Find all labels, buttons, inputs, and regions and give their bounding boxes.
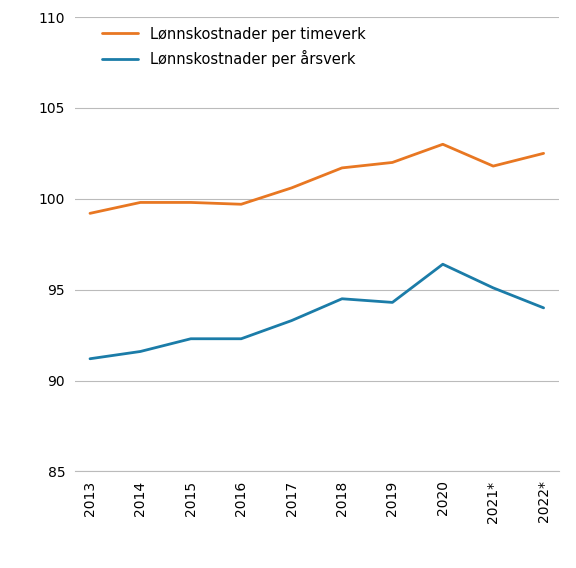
Legend: Lønnskostnader per timeverk, Lønnskostnader per årsverk: Lønnskostnader per timeverk, Lønnskostna…: [101, 27, 365, 68]
Lønnskostnader per timeverk: [439, 141, 446, 148]
Line: Lønnskostnader per årsverk: Lønnskostnader per årsverk: [90, 264, 544, 359]
Lønnskostnader per årsverk: [540, 304, 547, 311]
Lønnskostnader per årsverk: [490, 285, 497, 291]
Lønnskostnader per årsverk: [238, 335, 245, 342]
Lønnskostnader per timeverk: [490, 162, 497, 169]
Lønnskostnader per timeverk: [339, 165, 346, 172]
Line: Lønnskostnader per timeverk: Lønnskostnader per timeverk: [90, 144, 544, 214]
Lønnskostnader per årsverk: [439, 261, 446, 268]
Lønnskostnader per timeverk: [389, 159, 396, 166]
Lønnskostnader per årsverk: [288, 317, 295, 324]
Lønnskostnader per årsverk: [187, 335, 194, 342]
Lønnskostnader per årsverk: [339, 295, 346, 302]
Lønnskostnader per timeverk: [137, 199, 144, 206]
Lønnskostnader per timeverk: [540, 150, 547, 157]
Lønnskostnader per årsverk: [389, 299, 396, 306]
Lønnskostnader per timeverk: [238, 201, 245, 208]
Lønnskostnader per timeverk: [86, 210, 93, 217]
Lønnskostnader per timeverk: [187, 199, 194, 206]
Lønnskostnader per timeverk: [288, 185, 295, 191]
Lønnskostnader per årsverk: [137, 348, 144, 355]
Lønnskostnader per årsverk: [86, 356, 93, 362]
